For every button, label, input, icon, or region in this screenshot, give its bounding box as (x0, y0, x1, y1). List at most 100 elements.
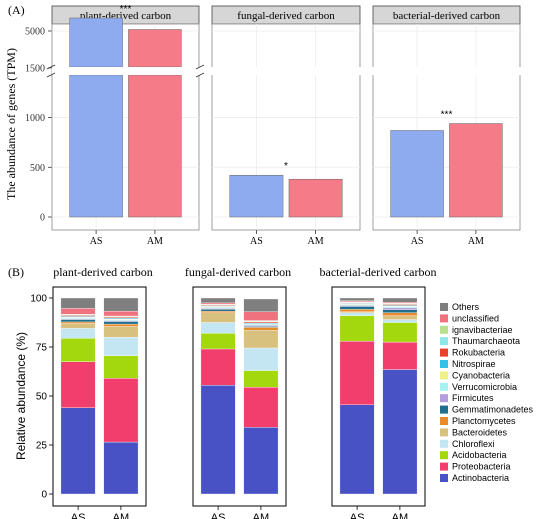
segment-unclassified (60, 308, 96, 315)
facet-title: fungal-derived carbon (185, 265, 291, 279)
segment-unclassified (243, 311, 279, 321)
segment-gemmatimonadetes (60, 319, 96, 323)
panel-label-b: (B) (8, 265, 24, 279)
legend-swatch (440, 417, 448, 425)
segment-proteobacteria (382, 341, 418, 370)
xtick-label: AS (71, 512, 86, 519)
segment-proteobacteria (200, 348, 236, 386)
ytick-label: 100 (30, 294, 47, 305)
facet-title: bacterial-derived carbon (320, 265, 437, 279)
xtick-label: AS (411, 236, 424, 247)
legend-label: Verrucomicrobia (452, 382, 517, 392)
segment-actinobacteria (382, 369, 418, 495)
axis-break-mark (46, 64, 56, 70)
legend-label: Others (452, 302, 480, 312)
segment-chloroflexi (382, 319, 418, 323)
facet-title: fungal-derived carbon (237, 10, 335, 22)
legend-swatch (440, 439, 448, 448)
facet-title: bacterial-derived carbon (393, 10, 501, 22)
bar-am (449, 123, 503, 218)
segment-acidobacteria (339, 315, 375, 342)
segment-bacteroidetes (103, 326, 139, 338)
panel-a-ytick-label: 5000 (25, 27, 45, 38)
segment-gemmatimonadetes (200, 308, 236, 312)
bar-am (288, 178, 343, 218)
bar-as (390, 130, 444, 218)
segment-gemmatimonadetes (103, 321, 139, 325)
segment-bacteroidetes (243, 330, 279, 349)
segment-proteobacteria (339, 340, 375, 405)
xtick-label: AM (253, 512, 270, 519)
bar-as (69, 74, 123, 218)
panel-a-facet: fungal-derived carbon * AS AM (211, 5, 361, 247)
legend-label: Proteobacteria (452, 462, 511, 472)
legend-swatch (440, 303, 448, 311)
segment-acidobacteria (200, 333, 236, 350)
segment-rokubacteria (243, 321, 279, 324)
panel-b: Relative abundance (%) plant-derived carb… (14, 265, 534, 519)
segment-planctomycetes (243, 327, 279, 331)
segment-planctomycetes (60, 321, 96, 324)
xtick-label: AS (211, 512, 226, 519)
segment-planctomycetes (103, 323, 139, 327)
legend-swatch (440, 474, 448, 482)
xtick-label: AM (308, 236, 324, 247)
facet-title: plant-derived carbon (53, 265, 153, 279)
xtick-label: AS (350, 512, 365, 519)
segment-others (103, 297, 139, 312)
legend-label: Chloroflexi (452, 439, 495, 449)
axis-break-gap (52, 67, 524, 75)
panel-a-ytick-label: 500 (30, 163, 45, 174)
panel-a-ytick-label: 0 (40, 213, 45, 224)
ytick-label: 50 (36, 392, 48, 403)
panel-a: The abundance of genes (TPM) 0 500 1000 1500… (4, 4, 524, 247)
segment-actinobacteria (339, 404, 375, 495)
bar-am (128, 74, 182, 218)
bar-as-upper (69, 17, 123, 68)
panel-a-ytick-label: 1500 (25, 63, 45, 74)
legend-label: Acidobacteria (452, 450, 507, 460)
ytick-label: 0 (41, 490, 47, 501)
segment-planctomycetes (200, 310, 236, 313)
segment-planctomycetes (339, 309, 375, 312)
xtick-label: AM (468, 236, 484, 247)
panel-label-a: (A) (8, 3, 25, 17)
xtick-label: AM (147, 236, 163, 247)
panel-a-facet: plant-derived carbon***AS AM (51, 4, 200, 247)
legend-label: Bacteroidetes (452, 427, 508, 437)
xtick-label: AS (250, 236, 263, 247)
ytick-label: 75 (36, 343, 48, 354)
significance-marker: * (284, 161, 288, 172)
segment-actinobacteria (103, 441, 139, 495)
segment-actinobacteria (60, 407, 96, 495)
legend-swatch (440, 428, 448, 437)
segment-acidobacteria (60, 338, 96, 362)
xtick-label: AS (90, 236, 103, 247)
legend-label: Nitrospirae (452, 359, 496, 369)
xtick-label: AM (113, 512, 130, 519)
segment-proteobacteria (103, 378, 139, 443)
segment-others (200, 297, 236, 304)
legend-swatch (440, 382, 448, 391)
xtick-label: AM (392, 512, 409, 519)
panel-b-ylabel: Relative abundance (%) (14, 332, 28, 460)
legend-swatch (440, 337, 448, 346)
panel-a-ytick-label: 1000 (25, 113, 45, 124)
segment-others (339, 297, 375, 301)
legend-swatch (440, 325, 448, 334)
axis-break-mark (195, 72, 205, 78)
legend-label: Planctomycetes (452, 416, 516, 426)
bar-am-upper (128, 29, 182, 68)
bar-as (229, 174, 284, 218)
legend-label: Rokubacteria (452, 348, 505, 358)
legend-label: Firmicutes (452, 393, 494, 403)
segment-acidobacteria (382, 322, 418, 343)
axis-break-mark (195, 64, 205, 70)
legend-swatch (440, 405, 448, 414)
legend-swatch (440, 394, 448, 403)
legend-label: Cyanobacteria (452, 370, 510, 380)
legend-swatch (440, 462, 448, 471)
segment-chloroflexi (243, 347, 279, 371)
